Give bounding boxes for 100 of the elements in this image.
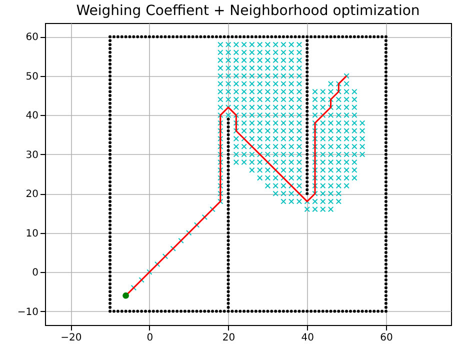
point <box>226 160 230 164</box>
point <box>306 122 309 125</box>
point <box>306 90 309 94</box>
point <box>306 78 309 82</box>
point <box>306 164 309 168</box>
x-tick-label: −20 <box>60 332 82 344</box>
y-tick-label: 10 <box>26 228 38 240</box>
point <box>226 262 230 266</box>
point <box>226 239 230 242</box>
point <box>226 200 230 203</box>
point <box>306 118 309 121</box>
point <box>226 141 230 144</box>
point <box>226 125 230 128</box>
point <box>226 196 230 200</box>
point <box>306 82 309 86</box>
point <box>226 231 230 234</box>
point <box>306 172 309 176</box>
point <box>226 164 230 168</box>
point <box>226 129 230 132</box>
point <box>226 118 230 121</box>
y-tick-label: 30 <box>26 150 38 161</box>
point <box>226 298 230 302</box>
point <box>306 70 309 74</box>
point <box>226 286 230 290</box>
point <box>306 160 309 164</box>
point <box>306 137 309 140</box>
point <box>306 148 309 152</box>
point <box>226 302 230 305</box>
point <box>226 290 230 294</box>
point <box>306 46 309 50</box>
x-tick-label: 0 <box>146 332 154 344</box>
point <box>226 122 230 125</box>
point <box>226 188 230 192</box>
point <box>306 180 309 184</box>
point <box>306 184 309 188</box>
point <box>226 254 230 258</box>
point <box>226 204 230 207</box>
point <box>226 168 230 172</box>
point <box>306 106 309 109</box>
point <box>226 156 230 160</box>
y-tick-label: 0 <box>32 268 38 279</box>
point <box>226 184 230 188</box>
point <box>226 223 230 226</box>
point <box>306 152 309 156</box>
point <box>226 216 230 219</box>
point <box>226 266 230 270</box>
point <box>306 110 309 113</box>
point <box>306 94 309 98</box>
point <box>226 152 230 156</box>
point <box>306 86 309 90</box>
point <box>306 54 309 58</box>
point <box>306 74 309 78</box>
point <box>306 114 309 117</box>
point <box>226 220 230 223</box>
point <box>306 156 309 160</box>
point <box>226 148 230 152</box>
point <box>306 66 309 70</box>
point <box>226 212 230 215</box>
point <box>226 282 230 286</box>
point <box>226 227 230 230</box>
point <box>306 192 309 196</box>
point <box>226 270 230 274</box>
point <box>306 176 309 180</box>
point <box>226 208 230 211</box>
chart-title: Weighing Coeffient + Neighborhood optimization <box>76 3 420 19</box>
point <box>306 141 309 144</box>
point <box>226 172 230 176</box>
point <box>226 145 230 148</box>
point <box>226 133 230 136</box>
point <box>306 133 309 136</box>
point <box>226 137 230 140</box>
point <box>226 247 230 250</box>
point <box>306 129 309 132</box>
point <box>226 176 230 180</box>
point <box>306 98 309 101</box>
y-tick-label: −10 <box>17 306 38 318</box>
x-tick-label: 60 <box>380 332 393 344</box>
point <box>226 294 230 298</box>
point <box>226 306 230 309</box>
point <box>306 43 309 46</box>
y-tick-label: 40 <box>26 110 38 122</box>
point <box>306 102 309 105</box>
point <box>226 278 230 282</box>
point <box>226 180 230 184</box>
point <box>226 243 230 246</box>
point <box>306 125 309 128</box>
point <box>306 62 309 66</box>
point <box>226 235 230 238</box>
point <box>306 58 309 62</box>
x-tick-label: 20 <box>222 332 236 344</box>
point <box>226 250 230 254</box>
x-tick-label: 40 <box>301 332 314 344</box>
point <box>306 145 309 148</box>
point <box>226 258 230 262</box>
point <box>306 188 309 192</box>
point <box>226 274 230 278</box>
point <box>306 50 309 54</box>
y-tick-label: 20 <box>26 189 38 200</box>
y-tick-label: 50 <box>26 71 38 82</box>
point <box>306 168 309 172</box>
